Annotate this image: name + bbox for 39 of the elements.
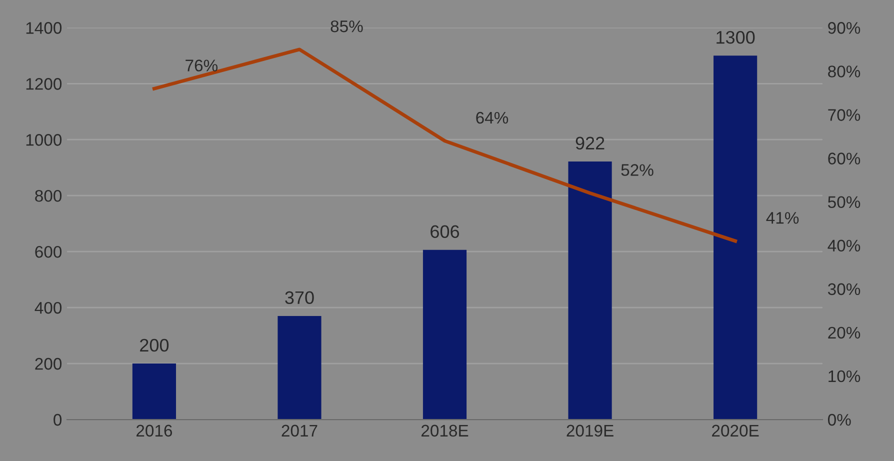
- x-tick-label: 2019E: [566, 424, 614, 437]
- x-tick-label: 2017: [282, 424, 318, 437]
- bar: [422, 250, 467, 420]
- x-tick-label: 2016: [136, 424, 172, 437]
- data-label: 1300: [716, 30, 755, 44]
- y2-tick-label: 60%: [828, 152, 860, 164]
- y2-tick-label: 80%: [828, 66, 860, 78]
- y-tick-label: 600: [35, 246, 62, 258]
- y2-tick-label: 20%: [828, 326, 860, 339]
- data-label: 64%: [476, 112, 508, 124]
- y-tick-label: 1400: [26, 22, 62, 34]
- data-label: 200: [140, 338, 169, 352]
- x-tick-label: 2020E: [712, 424, 759, 437]
- line-series: [152, 48, 738, 243]
- x-tick-label: 2018E: [422, 424, 468, 437]
- y2-tick-label: 10%: [828, 370, 860, 382]
- data-label: 85%: [330, 20, 363, 32]
- data-label: 76%: [186, 60, 218, 72]
- y2-tick-label: 50%: [828, 196, 860, 208]
- y2-tick-label: 40%: [828, 240, 860, 252]
- y-tick-label: 1200: [26, 78, 62, 90]
- y-tick-label: 800: [35, 190, 62, 202]
- y-tick-label: 1000: [26, 134, 62, 146]
- data-label: 41%: [766, 212, 799, 224]
- data-label: 52%: [621, 164, 654, 176]
- bar: [568, 161, 612, 420]
- bar: [132, 364, 176, 420]
- y2-tick-label: 0%: [828, 414, 851, 426]
- y2-tick-label: 30%: [828, 283, 860, 296]
- y2-tick-label: 90%: [828, 22, 860, 34]
- y-tick-label: 0: [54, 414, 62, 426]
- data-label: 606: [430, 225, 460, 238]
- bar: [714, 56, 758, 420]
- y-tick-label: 400: [34, 302, 62, 314]
- bar: [278, 316, 322, 420]
- data-label: 922: [576, 136, 604, 150]
- y2-tick-label: 70%: [828, 109, 860, 121]
- y-tick-label: 200: [35, 358, 62, 370]
- data-label: 370: [285, 291, 314, 304]
